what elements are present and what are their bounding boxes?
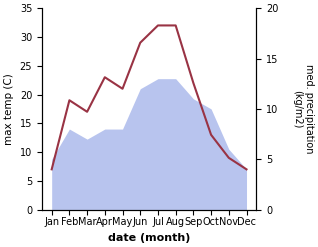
X-axis label: date (month): date (month) <box>108 233 190 243</box>
Y-axis label: med. precipitation
(kg/m2): med. precipitation (kg/m2) <box>292 64 314 154</box>
Y-axis label: max temp (C): max temp (C) <box>4 73 14 145</box>
